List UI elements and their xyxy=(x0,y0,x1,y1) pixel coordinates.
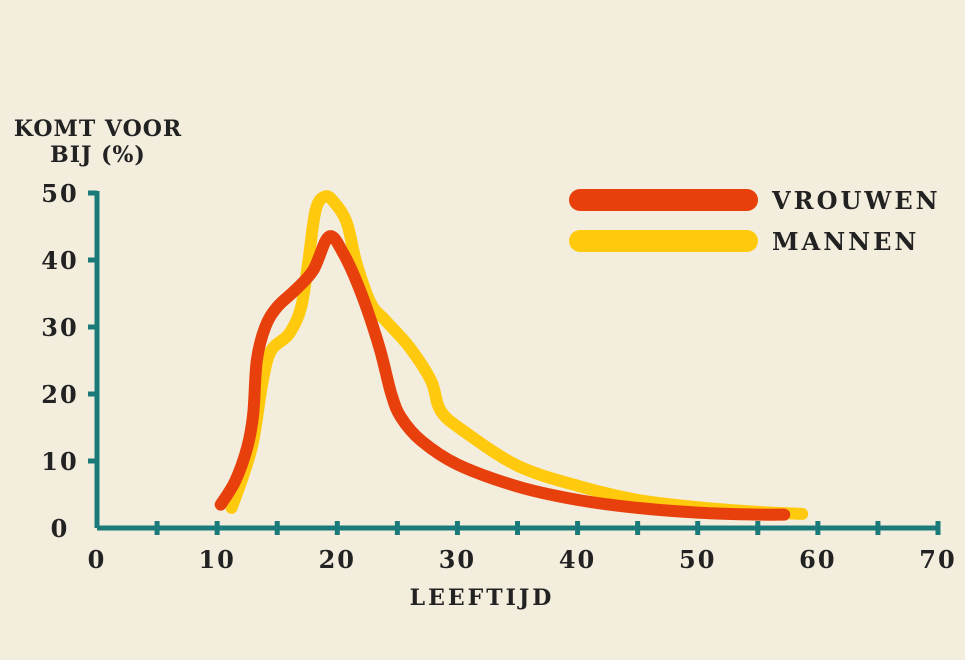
x-tick-label: 40 xyxy=(559,545,596,574)
y-tick-label: 20 xyxy=(41,380,78,409)
y-tick-label: 10 xyxy=(41,447,78,476)
legend: VROUWEN MANNEN xyxy=(569,186,941,256)
x-tick-label: 60 xyxy=(799,545,836,574)
x-tick-label: 50 xyxy=(679,545,716,574)
y-tick-label: 40 xyxy=(41,246,78,275)
x-tick-label: 20 xyxy=(319,545,356,574)
series-line-vrouwen xyxy=(214,230,791,521)
series-line-mannen xyxy=(225,190,809,520)
y-axis-label-line-1: KOMT VOOR xyxy=(14,116,182,142)
y-tick-label: 50 xyxy=(41,179,78,208)
x-tick-label: 0 xyxy=(88,545,107,574)
x-tick-label: 30 xyxy=(439,545,476,574)
x-tick-label: 70 xyxy=(919,545,956,574)
y-tick-label: 30 xyxy=(41,313,78,342)
legend-label-mannen: MANNEN xyxy=(772,227,919,256)
legend-label-vrouwen: VROUWEN xyxy=(771,186,941,215)
x-tick-label: 10 xyxy=(198,545,235,574)
series-layer xyxy=(214,190,809,521)
y-tick-label: 0 xyxy=(51,514,70,543)
axes: 0 10 20 30 40 50 60 70 0 10 20 30 40 50 xyxy=(41,179,956,574)
x-axis-label: LEEFTIJD xyxy=(410,585,555,611)
y-axis-label-line-2: BIJ (%) xyxy=(50,142,146,168)
